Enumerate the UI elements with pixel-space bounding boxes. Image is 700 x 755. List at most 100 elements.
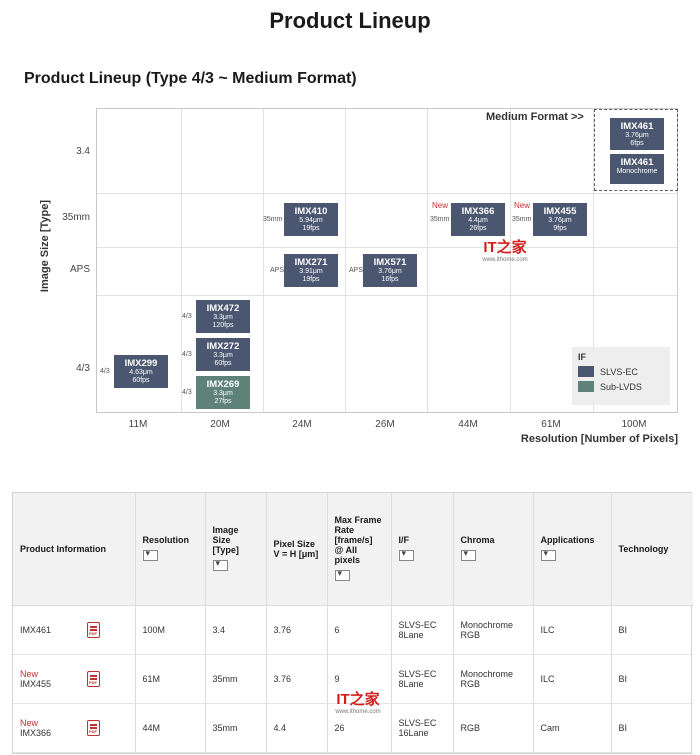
watermark-logo: IT之家 (483, 239, 527, 256)
header-resolution: Resolution (135, 493, 206, 606)
image-size-cell: 35mm (205, 703, 267, 753)
legend-item-slvs-ec: SLVS-EC (578, 366, 664, 377)
header-image-size: Image Size [Type] (205, 493, 267, 606)
sensor-block-imx271[interactable]: IMX271 3.91μm 19fps (284, 254, 338, 287)
image-size-filter-dropdown[interactable] (212, 558, 228, 571)
chroma-filter-dropdown[interactable] (460, 548, 476, 561)
sensor-name: IMX269 (206, 379, 240, 390)
header-chroma: Chroma (453, 493, 534, 606)
watermark-2: IT之家 www.ithome.com (330, 688, 386, 715)
technology-cell: BI (611, 703, 693, 753)
sensor-name: IMX299 (124, 358, 158, 369)
sensor-block-imx410[interactable]: IMX410 5.94μm 19fps (284, 203, 338, 236)
chroma-cell: Monochrome RGB (453, 605, 534, 655)
watermark-url: www.ithome.com (335, 709, 381, 715)
sensor-detail: 3.76μm (378, 268, 402, 275)
sensor-size-tag: 4/3 (182, 312, 192, 320)
legend-label: SLVS-EC (600, 366, 638, 377)
sensor-detail: 19fps (302, 276, 320, 283)
chroma-cell: RGB (453, 703, 534, 753)
watermark-logo: IT之家 (336, 691, 380, 708)
product-name[interactable]: IMX366 (20, 728, 52, 738)
y-axis-title: Image Size [Type] (39, 199, 51, 293)
sensor-block-imx272[interactable]: IMX272 3.3μm 60fps (196, 338, 250, 371)
x-tick-label: 24M (292, 419, 312, 430)
medium-format-box (594, 109, 678, 191)
legend-swatch (578, 381, 594, 392)
table-row: IMX461 100M3.43.766SLVS-EC8LaneMonochrome… (13, 605, 693, 655)
x-tick-label: 61M (541, 419, 561, 430)
section-title: Product Lineup (Type 4/3 ~ Medium Format… (24, 70, 357, 87)
sensor-name: IMX272 (206, 341, 240, 352)
grid-line-vertical (510, 109, 511, 412)
applications-filter-dropdown[interactable] (540, 548, 556, 561)
watermark: IT之家 www.ithome.com (470, 236, 540, 263)
if-cell: SLVS-EC 8Lane (391, 654, 454, 704)
y-tick-label: 3.4 (76, 146, 90, 157)
sensor-block-imx366[interactable]: IMX366 4.4μm 26fps (451, 203, 505, 236)
table-row: NewIMX36644M35mm4.426SLVS-EC16LaneRGBCam… (13, 703, 693, 753)
legend-label: Sub-LVDS (600, 381, 642, 392)
sensor-size-tag: 4/3 (182, 388, 192, 396)
legend-swatch (578, 366, 594, 377)
y-tick-label: APS (69, 264, 90, 275)
sensor-block-imx571[interactable]: IMX571 3.76μm 16fps (363, 254, 417, 287)
x-tick-label: 20M (210, 419, 230, 430)
sensor-block-imx269[interactable]: IMX269 3.3μm 27fps (196, 376, 250, 409)
sensor-detail: 120fps (212, 322, 234, 329)
medium-format-label[interactable]: Medium Format >> (486, 111, 584, 123)
pixel-size-cell: 3.76 (266, 654, 328, 704)
product-cell: New IMX366 (13, 703, 136, 753)
sensor-name: IMX461 (620, 157, 654, 168)
frame-rate-cell: 9 (327, 654, 392, 704)
sensor-detail: 3.3μm (213, 390, 233, 397)
sensor-detail: 60fps (214, 360, 232, 367)
if-filter-dropdown[interactable] (398, 548, 414, 561)
pdf-icon[interactable] (86, 622, 100, 638)
resolution-cell: 44M (135, 703, 206, 753)
new-label: New (20, 718, 39, 728)
sensor-detail: Monochrome (616, 168, 658, 175)
sensor-detail: 3.91μm (299, 268, 323, 275)
if-cell: SLVS-EC 8Lane (391, 605, 454, 655)
sensor-detail: 3.76μm (625, 132, 649, 139)
sensor-detail: 60fps (132, 377, 150, 384)
sensor-name: IMX472 (206, 303, 240, 314)
watermark-url: www.ithome.com (482, 257, 528, 263)
pdf-icon[interactable] (86, 671, 100, 687)
page-title: Product Lineup (269, 8, 431, 33)
product-cell: IMX461 (13, 605, 136, 655)
sensor-detail: 9fps (553, 225, 567, 232)
x-tick-label: 26M (375, 419, 395, 430)
technology-cell: BI (611, 654, 693, 704)
sensor-name: IMX410 (294, 206, 328, 217)
applications-cell: ILC (533, 654, 612, 704)
table-header-row: Product Information Resolution Image Siz… (13, 493, 693, 606)
header-applications: Applications (533, 493, 612, 606)
frame-rate-filter-dropdown[interactable] (334, 568, 350, 581)
applications-cell: ILC (533, 605, 612, 655)
if-cell: SLVS-EC 16Lane (391, 703, 454, 753)
sensor-size-tag: 35mm (512, 215, 532, 223)
header-technology: Technology (611, 493, 693, 606)
grid-line-horizontal (97, 295, 677, 296)
sensor-block-imx461[interactable]: IMX461 Monochrome (610, 154, 664, 184)
sensor-block-imx461[interactable]: IMX461 3.76μm 6fps (610, 118, 664, 150)
sensor-size-tag: 4/3 (100, 367, 110, 375)
lineup-chart: Medium Format >> Image Size [Type] Resol… (39, 108, 678, 445)
product-name[interactable]: IMX461 (20, 625, 52, 635)
resolution-filter-dropdown[interactable] (142, 548, 158, 561)
x-tick-label: 11M (128, 419, 148, 430)
x-tick-label: 100M (621, 419, 647, 430)
product-name[interactable]: IMX455 (20, 679, 52, 689)
x-tick-label: 44M (458, 419, 478, 430)
resolution-cell: 61M (135, 654, 206, 704)
sensor-block-imx299[interactable]: IMX299 4.63μm 60fps (114, 355, 168, 388)
header-product-information: Product Information (13, 493, 136, 606)
sensor-block-imx455[interactable]: IMX455 3.76μm 9fps (533, 203, 587, 236)
pdf-icon[interactable] (86, 720, 100, 736)
sensor-detail: 16fps (381, 276, 399, 283)
grid-line-vertical (593, 109, 594, 412)
new-badge: New (514, 201, 531, 210)
sensor-block-imx472[interactable]: IMX472 3.3μm 120fps (196, 300, 250, 333)
